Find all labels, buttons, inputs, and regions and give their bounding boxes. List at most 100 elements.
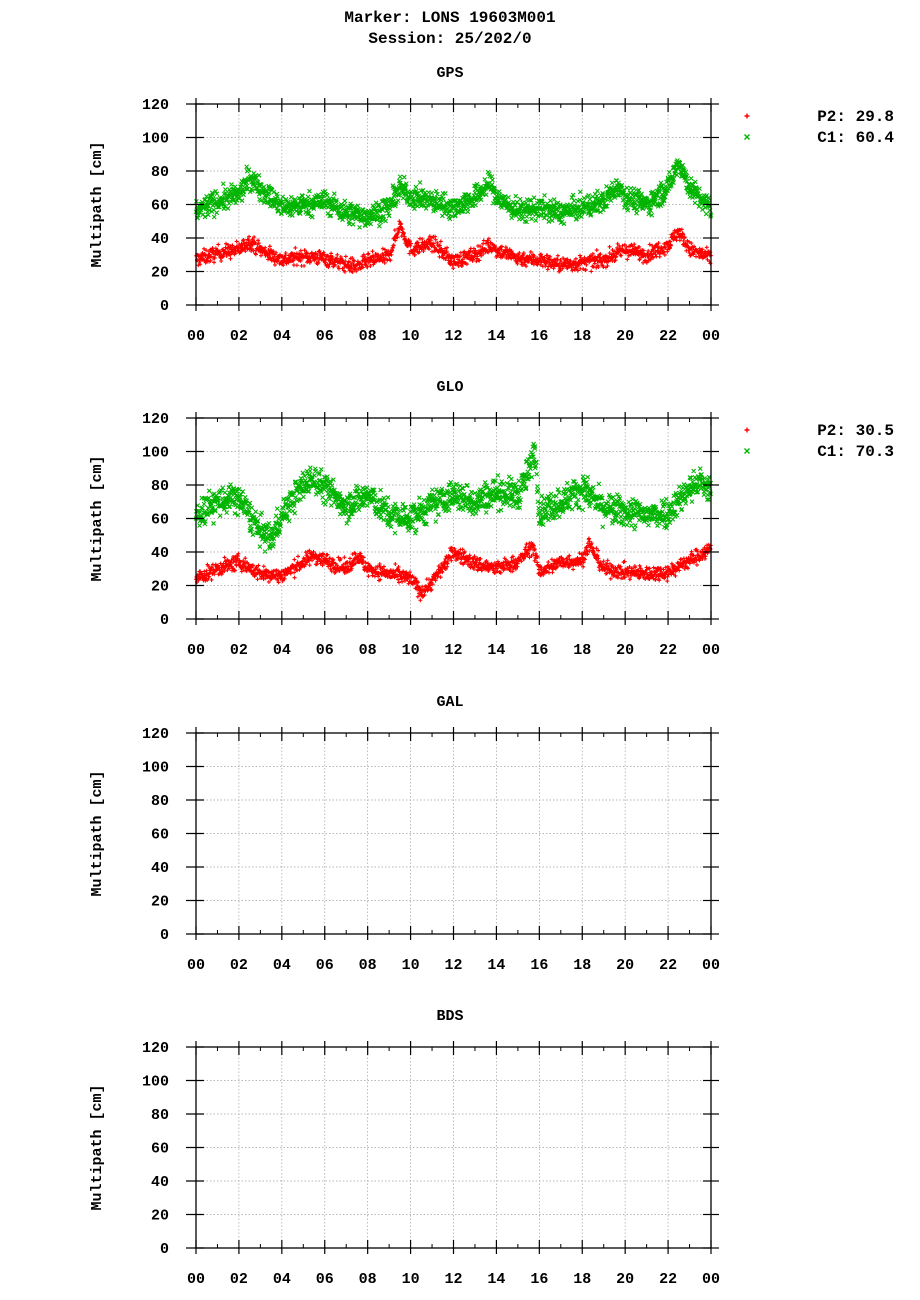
y-tick-label: 40 bbox=[151, 860, 169, 877]
y-tick-label: 80 bbox=[151, 1107, 169, 1124]
y-tick-label: 120 bbox=[142, 411, 169, 428]
x-tick-label: 06 bbox=[316, 328, 334, 345]
x-tick-label: 02 bbox=[230, 642, 248, 659]
y-tick-label: 100 bbox=[142, 445, 169, 462]
y-tick-label: 60 bbox=[151, 1141, 169, 1158]
y-tick-label: 0 bbox=[160, 1241, 169, 1258]
x-tick-label: 18 bbox=[573, 957, 591, 974]
panel-title: GLO bbox=[436, 379, 463, 396]
x-tick-label: 04 bbox=[273, 1271, 291, 1288]
x-tick-label: 12 bbox=[444, 642, 462, 659]
panel-glo: GLO 0 20 40 60 80 100 120 00 02 04 06 08 10 12 14 16 18 20… bbox=[89, 379, 894, 659]
x-tick-label: 22 bbox=[659, 1271, 677, 1288]
y-tick-label: 80 bbox=[151, 164, 169, 181]
x-tick-label: 10 bbox=[402, 642, 420, 659]
y-axis-label: Multipath [cm] bbox=[89, 455, 106, 581]
y-tick-label: 120 bbox=[142, 726, 169, 743]
x-tick-label: 18 bbox=[573, 642, 591, 659]
x-tick-label: 00 bbox=[702, 1271, 720, 1288]
y-tick-label: 80 bbox=[151, 478, 169, 495]
x-tick-label: 08 bbox=[359, 957, 377, 974]
y-tick-label: 20 bbox=[151, 579, 169, 596]
panel-gal: GAL 0 20 40 60 80 100 120 00 02 04 06 08 10 12 14 16 18 20… bbox=[89, 694, 720, 974]
x-tick-label: 14 bbox=[487, 957, 505, 974]
x-tick-label: 16 bbox=[530, 642, 548, 659]
x-tick-label: 02 bbox=[230, 1271, 248, 1288]
x-tick-label: 16 bbox=[530, 328, 548, 345]
y-tick-label: 100 bbox=[142, 131, 169, 148]
x-tick-label: 10 bbox=[402, 957, 420, 974]
y-tick-label: 80 bbox=[151, 793, 169, 810]
y-tick-label: 60 bbox=[151, 512, 169, 529]
y-tick-label: 100 bbox=[142, 760, 169, 777]
legend-label: C1: 60.4 bbox=[817, 129, 894, 147]
x-tick-label: 14 bbox=[487, 1271, 505, 1288]
legend-entry-p2: P2: 29.8 bbox=[744, 108, 894, 126]
y-tick-label: 20 bbox=[151, 265, 169, 282]
legend-marker bbox=[744, 113, 750, 119]
y-tick-label: 120 bbox=[142, 97, 169, 114]
series-c1 bbox=[193, 158, 714, 230]
x-tick-label: 14 bbox=[487, 642, 505, 659]
x-tick-label: 02 bbox=[230, 957, 248, 974]
panel-title: BDS bbox=[436, 1008, 463, 1025]
y-tick-label: 60 bbox=[151, 198, 169, 215]
x-tick-label: 06 bbox=[316, 1271, 334, 1288]
series-points-c1 bbox=[193, 441, 714, 554]
x-tick-label: 00 bbox=[187, 328, 205, 345]
legend-label: P2: 30.5 bbox=[817, 422, 894, 440]
y-tick-label: 100 bbox=[142, 1074, 169, 1091]
panel-title: GPS bbox=[436, 65, 463, 82]
x-tick-label: 04 bbox=[273, 957, 291, 974]
y-tick-label: 40 bbox=[151, 545, 169, 562]
x-tick-label: 16 bbox=[530, 1271, 548, 1288]
y-tick-label: 60 bbox=[151, 827, 169, 844]
x-tick-label: 00 bbox=[187, 642, 205, 659]
legend-marker bbox=[744, 427, 750, 433]
y-axis-label: Multipath [cm] bbox=[89, 141, 106, 267]
x-tick-label: 14 bbox=[487, 328, 505, 345]
y-tick-label: 0 bbox=[160, 298, 169, 315]
x-tick-label: 18 bbox=[573, 1271, 591, 1288]
legend-entry-c1: C1: 60.4 bbox=[744, 129, 894, 147]
x-tick-label: 06 bbox=[316, 957, 334, 974]
panel-gps: GPS 0 20 40 60 80 100 120 00 02 04 06 08 10 12 14 16 18 20… bbox=[89, 65, 894, 345]
panel-title: GAL bbox=[436, 694, 463, 711]
x-tick-label: 00 bbox=[702, 328, 720, 345]
x-tick-label: 20 bbox=[616, 642, 634, 659]
x-tick-label: 22 bbox=[659, 642, 677, 659]
x-tick-label: 00 bbox=[187, 957, 205, 974]
y-tick-label: 0 bbox=[160, 927, 169, 944]
y-tick-label: 120 bbox=[142, 1040, 169, 1057]
x-tick-label: 12 bbox=[444, 957, 462, 974]
y-tick-label: 20 bbox=[151, 894, 169, 911]
x-tick-label: 08 bbox=[359, 1271, 377, 1288]
x-tick-label: 08 bbox=[359, 328, 377, 345]
x-tick-label: 08 bbox=[359, 642, 377, 659]
legend-label: C1: 70.3 bbox=[817, 443, 894, 461]
x-tick-label: 06 bbox=[316, 642, 334, 659]
x-tick-label: 10 bbox=[402, 328, 420, 345]
series-c1 bbox=[193, 441, 714, 554]
y-axis-label: Multipath [cm] bbox=[89, 770, 106, 896]
x-tick-label: 12 bbox=[444, 1271, 462, 1288]
x-tick-label: 20 bbox=[616, 1271, 634, 1288]
series-points-c1 bbox=[193, 158, 714, 230]
x-tick-label: 04 bbox=[273, 328, 291, 345]
y-tick-label: 0 bbox=[160, 612, 169, 629]
figure-title-marker: Marker: LONS 19603M001 bbox=[344, 9, 556, 27]
legend-label: P2: 29.8 bbox=[817, 108, 894, 126]
x-tick-label: 00 bbox=[187, 1271, 205, 1288]
y-tick-label: 40 bbox=[151, 1174, 169, 1191]
x-tick-label: 16 bbox=[530, 957, 548, 974]
y-axis-label: Multipath [cm] bbox=[89, 1084, 106, 1210]
x-tick-label: 12 bbox=[444, 328, 462, 345]
x-tick-label: 04 bbox=[273, 642, 291, 659]
panel-bds: BDS 0 20 40 60 80 100 120 00 02 04 06 08 10 12 14 16 18 20… bbox=[89, 1008, 720, 1288]
x-tick-label: 22 bbox=[659, 957, 677, 974]
legend-entry-c1: C1: 70.3 bbox=[744, 443, 894, 461]
x-tick-label: 18 bbox=[573, 328, 591, 345]
x-tick-label: 10 bbox=[402, 1271, 420, 1288]
legend-marker bbox=[744, 134, 750, 140]
x-tick-label: 02 bbox=[230, 328, 248, 345]
